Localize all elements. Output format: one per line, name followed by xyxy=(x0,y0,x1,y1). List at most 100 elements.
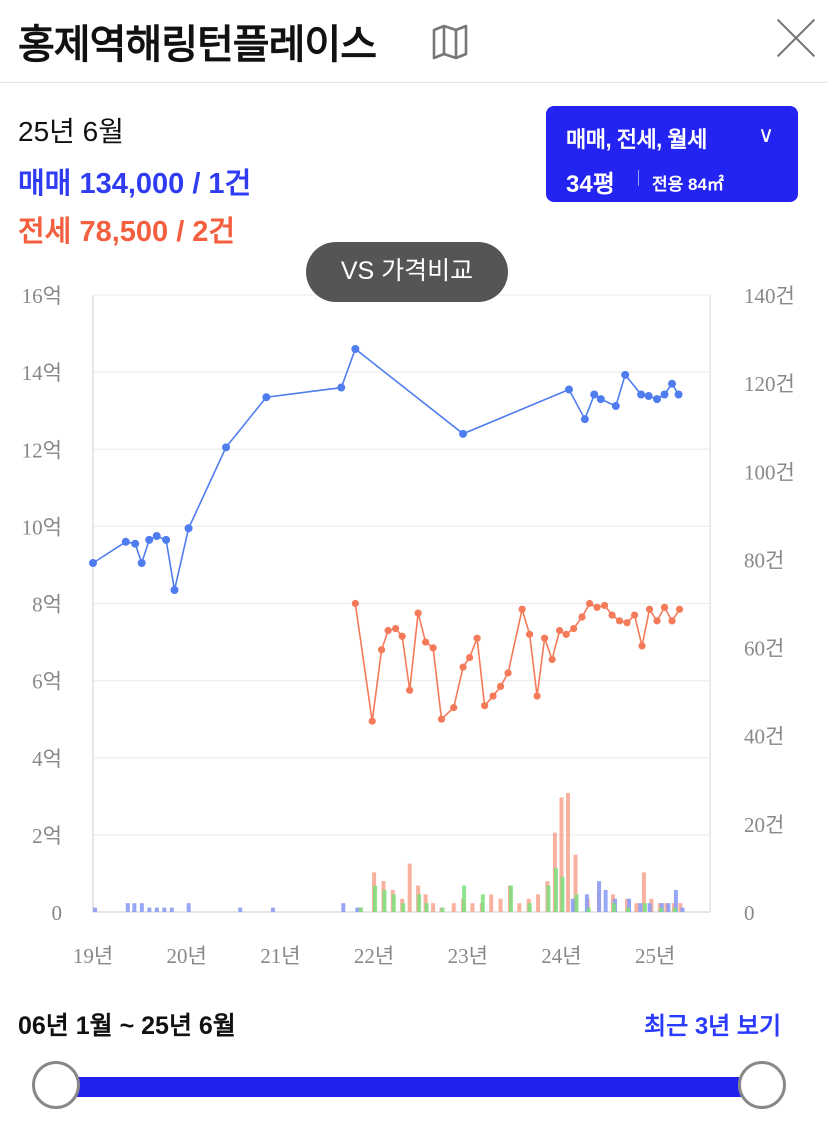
sale-volume-bar xyxy=(355,907,360,912)
jeonse-point[interactable] xyxy=(623,619,631,627)
sale-point[interactable] xyxy=(184,524,193,533)
sale-point[interactable] xyxy=(596,395,605,404)
deal-type-filter-button[interactable]: 매매, 전세, 월세 ∨ 34평 전용 84㎡ xyxy=(546,106,798,202)
jeonse-point[interactable] xyxy=(384,626,392,635)
jeonse-point[interactable] xyxy=(406,686,414,694)
sale-point[interactable] xyxy=(121,537,130,546)
sale-summary: 매매 134,000 / 1건 xyxy=(18,160,251,202)
jeonse-point[interactable] xyxy=(489,692,497,700)
jeonse-point[interactable] xyxy=(429,644,437,652)
jeonse-point[interactable] xyxy=(630,611,639,619)
jeonse-point[interactable] xyxy=(608,611,616,619)
sale-point[interactable] xyxy=(170,586,179,595)
jeonse-point[interactable] xyxy=(645,605,654,613)
jeonse-point[interactable] xyxy=(450,704,458,712)
sale-point[interactable] xyxy=(131,539,140,548)
range-slider-end-handle[interactable] xyxy=(738,1061,786,1109)
sale-point[interactable] xyxy=(580,415,589,424)
recent-3-years-link[interactable]: 최근 3년 보기 xyxy=(644,1013,782,1040)
sale-point[interactable] xyxy=(564,385,573,394)
jeonse-point[interactable] xyxy=(668,617,676,625)
sale-point[interactable] xyxy=(262,393,271,402)
sale-point[interactable] xyxy=(611,402,620,411)
jeonse-point[interactable] xyxy=(398,632,406,640)
wolse-volume-bar xyxy=(508,885,513,912)
sale-point[interactable] xyxy=(590,390,599,399)
wolse-volume-bar xyxy=(553,867,558,912)
jeonse-point[interactable] xyxy=(615,617,624,625)
wolse-volume-bar xyxy=(417,894,422,912)
jeonse-point[interactable] xyxy=(555,626,564,635)
wolse-volume-bar xyxy=(658,907,663,912)
jeonse-point[interactable] xyxy=(578,613,586,621)
header: 홍제역해링턴플레이스 xyxy=(0,0,827,83)
sale-point[interactable] xyxy=(145,535,154,544)
right-axis-tick-label: 40건 xyxy=(744,725,784,749)
jeonse-volume-bar xyxy=(634,903,639,912)
jeonse-point[interactable] xyxy=(473,634,481,642)
price-chart[interactable]: 0 2억 4억 6억 8억 10억 12억 14억 16억 0 20건 40건 60건 80건 100건 12… xyxy=(0,270,827,990)
range-slider-start-handle[interactable] xyxy=(32,1061,80,1109)
jeonse-point[interactable] xyxy=(518,605,526,613)
sale-point[interactable] xyxy=(674,390,683,399)
sale-point[interactable] xyxy=(637,390,646,399)
jeonse-point[interactable] xyxy=(422,638,430,646)
close-icon[interactable] xyxy=(774,16,818,60)
sale-point[interactable] xyxy=(337,383,346,392)
jeonse-point[interactable] xyxy=(548,655,556,664)
x-axis-tick-label: 25년 xyxy=(635,944,675,968)
sale-volume-bar xyxy=(125,903,130,912)
sale-point[interactable] xyxy=(137,559,146,568)
jeonse-point[interactable] xyxy=(526,630,534,638)
wolse-volume-bar xyxy=(480,894,485,912)
jeonse-point[interactable] xyxy=(368,717,376,725)
sale-point[interactable] xyxy=(152,532,161,541)
jeonse-volume-bar xyxy=(470,903,475,912)
left-axis-tick-label: 10억 xyxy=(22,515,62,539)
jeonse-point[interactable] xyxy=(504,669,512,677)
jeonse-point[interactable] xyxy=(466,653,474,662)
jeonse-point[interactable] xyxy=(675,605,684,613)
jeonse-point[interactable] xyxy=(496,682,505,691)
jeonse-point[interactable] xyxy=(459,663,467,671)
x-axis-tick-label: 19년 xyxy=(73,944,113,968)
jeonse-point[interactable] xyxy=(638,642,646,650)
sale-point[interactable] xyxy=(89,559,97,568)
map-icon[interactable] xyxy=(430,22,470,60)
jeonse-point[interactable] xyxy=(593,603,601,611)
divider xyxy=(638,170,639,186)
range-slider-track[interactable] xyxy=(56,1077,764,1097)
sale-point[interactable] xyxy=(621,370,630,379)
sale-point[interactable] xyxy=(162,535,171,544)
jeonse-point[interactable] xyxy=(660,603,669,611)
jeonse-point[interactable] xyxy=(540,634,549,642)
jeonse-point[interactable] xyxy=(585,599,594,608)
sale-line xyxy=(92,347,680,591)
sale-point[interactable] xyxy=(653,395,662,404)
jeonse-point[interactable] xyxy=(570,624,578,633)
jeonse-volume-bar xyxy=(498,898,503,912)
jeonse-point[interactable] xyxy=(437,715,446,723)
sale-point[interactable] xyxy=(644,392,653,401)
jeonse-point[interactable] xyxy=(653,617,661,625)
jeonse-point[interactable] xyxy=(351,599,359,608)
sale-point[interactable] xyxy=(351,344,360,353)
sale-point[interactable] xyxy=(222,443,231,452)
sale-point[interactable] xyxy=(660,390,669,399)
wolse-volume-bar xyxy=(546,885,551,912)
jeonse-point[interactable] xyxy=(533,692,541,700)
wolse-volume-bar xyxy=(391,894,396,912)
vs-compare-button[interactable]: VS 가격비교 xyxy=(306,242,508,302)
sale-point[interactable] xyxy=(668,379,677,388)
jeonse-point[interactable] xyxy=(392,624,400,633)
sale-point[interactable] xyxy=(459,429,468,438)
jeonse-volume-bar xyxy=(431,903,436,912)
jeonse-point[interactable] xyxy=(562,630,570,638)
jeonse-volume-bar xyxy=(573,854,578,912)
jeonse-point[interactable] xyxy=(377,646,386,654)
jeonse-point[interactable] xyxy=(600,601,609,610)
x-axis-tick-label: 20년 xyxy=(167,944,207,968)
jeonse-point[interactable] xyxy=(414,609,422,617)
jeonse-volume-bar xyxy=(451,903,456,912)
jeonse-point[interactable] xyxy=(481,702,489,710)
